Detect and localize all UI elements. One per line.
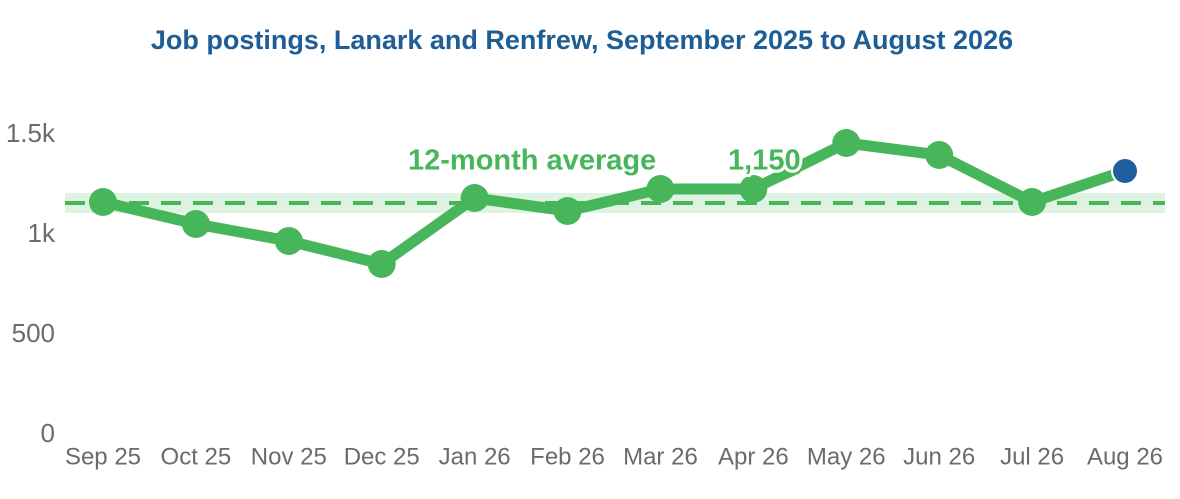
x-tick-label: Aug 26 <box>1087 443 1163 470</box>
annotation-leader <box>759 171 801 191</box>
average-label: 12-month average <box>408 145 656 177</box>
x-tick-label: Nov 25 <box>251 443 327 470</box>
data-point <box>367 250 396 278</box>
y-tick-label: 0 <box>41 418 55 448</box>
data-point <box>739 175 768 203</box>
x-tick-label: May 26 <box>807 443 886 470</box>
x-tick-label: Dec 25 <box>344 443 420 470</box>
x-tick-label: Feb 26 <box>530 443 605 470</box>
x-tick-label: Oct 25 <box>161 443 232 470</box>
x-tick-label: Jan 26 <box>439 443 511 470</box>
data-point <box>274 227 303 255</box>
average-value: 1,150 <box>728 145 801 177</box>
data-point <box>553 197 582 225</box>
data-point <box>181 210 210 238</box>
x-tick-label: Jun 26 <box>903 443 975 470</box>
x-tick-label: Jul 26 <box>1000 443 1064 470</box>
data-point <box>832 129 861 157</box>
data-point <box>1018 188 1047 216</box>
data-point <box>1111 157 1139 185</box>
y-tick-label: 1k <box>28 218 56 248</box>
chart-title: Job postings, Lanark and Renfrew, Septem… <box>151 25 1013 55</box>
series-line <box>97 137 1131 270</box>
data-point <box>646 175 675 203</box>
data-point <box>89 188 117 216</box>
x-tick-label: Apr 26 <box>718 443 789 470</box>
data-point <box>925 141 954 169</box>
data-point <box>460 184 489 212</box>
y-tick-label: 1.5k <box>6 118 56 148</box>
x-tick-label: Mar 26 <box>623 443 698 470</box>
y-tick-label: 500 <box>12 318 55 348</box>
x-tick-label: Sep 25 <box>65 443 141 470</box>
